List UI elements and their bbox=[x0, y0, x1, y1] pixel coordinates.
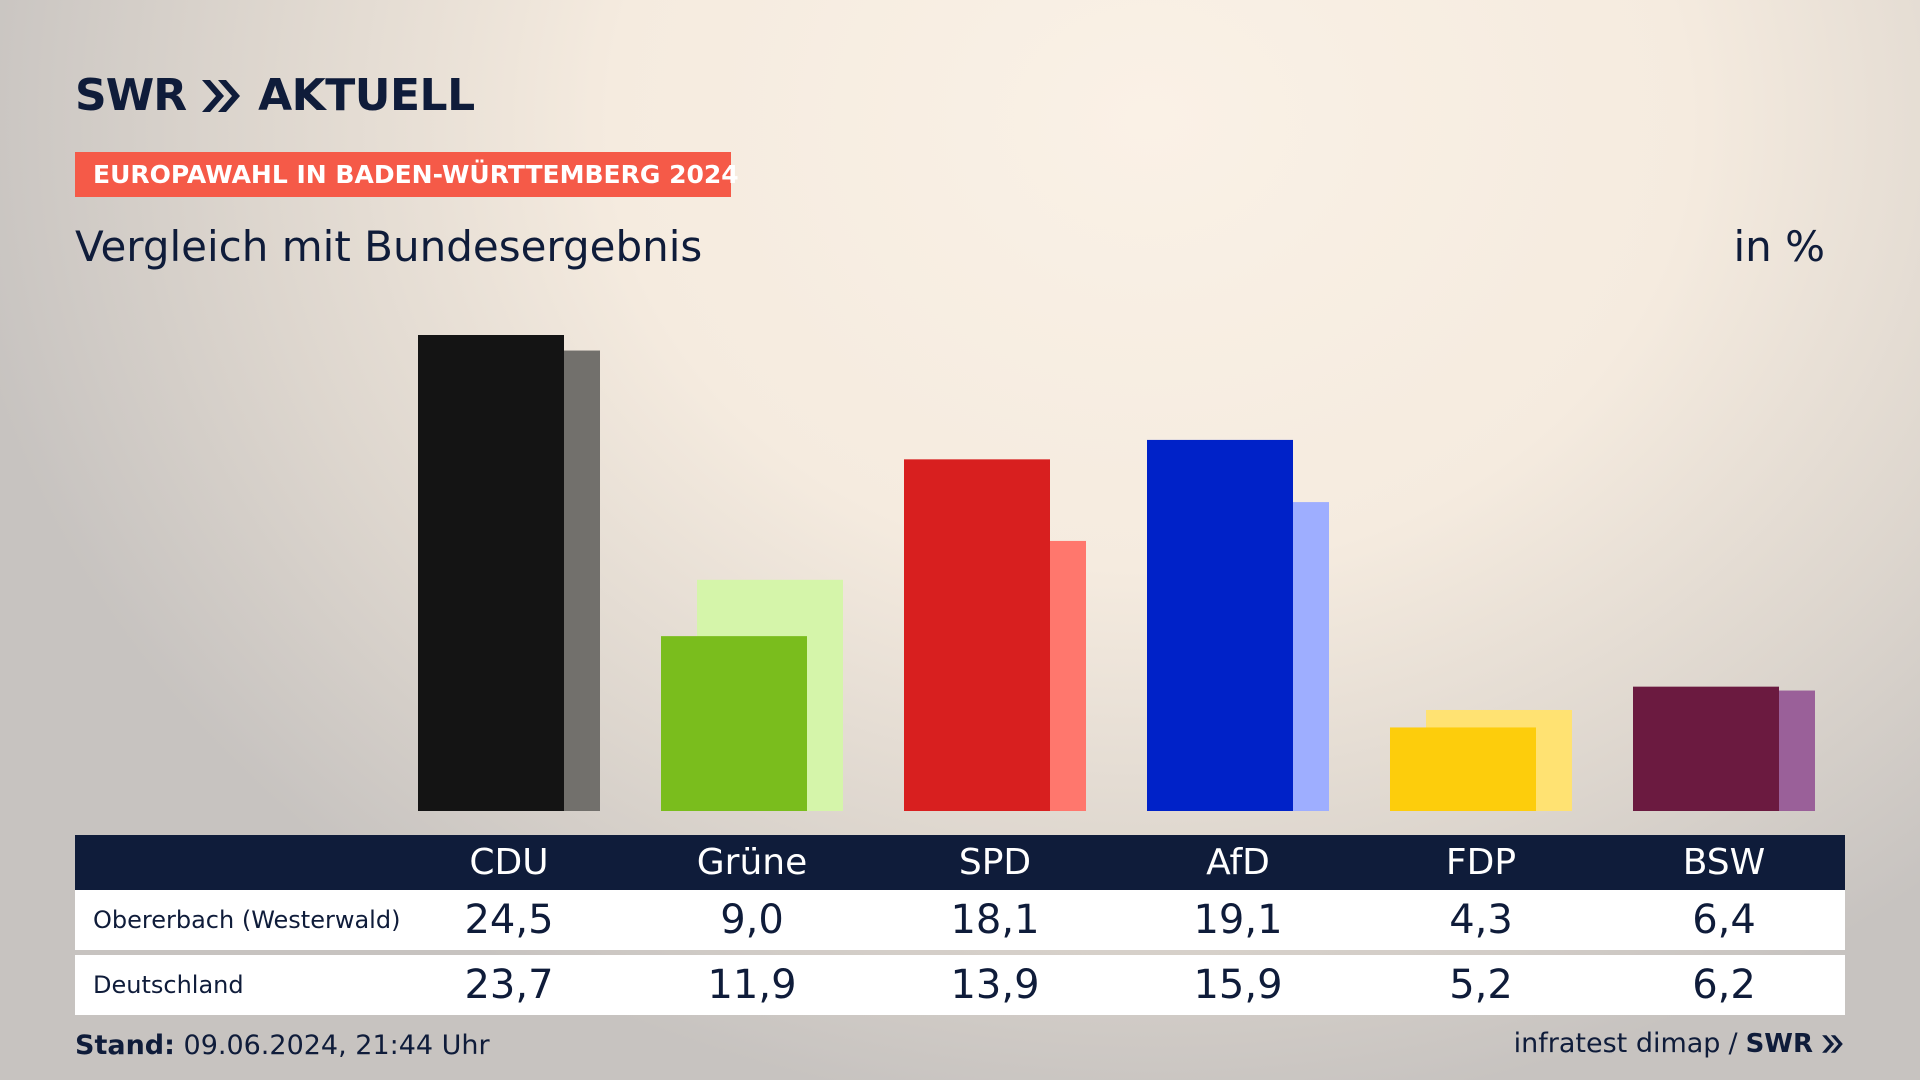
source-credit: infratest dimap / SWR bbox=[1514, 1028, 1845, 1059]
bar-obererbach-gruene bbox=[661, 636, 807, 811]
value-obererbach-gruene: 9,0 bbox=[720, 897, 784, 943]
value-obererbach-spd: 18,1 bbox=[950, 897, 1040, 943]
source-separator: / bbox=[1728, 1028, 1738, 1059]
value-deutschland-bsw: 6,2 bbox=[1692, 962, 1756, 1008]
chart-subtitle: Vergleich mit Bundesergebnis bbox=[75, 222, 703, 271]
table-row-obererbach: Obererbach (Westerwald) 24,5 9,0 18,1 19,1 4… bbox=[75, 890, 1845, 950]
stand-value: 09.06.2024, 21:44 Uhr bbox=[183, 1030, 490, 1061]
party-header-gruene: Grüne bbox=[696, 842, 808, 883]
table-row-deutschland: Deutschland 23,7 11,9 13,9 15,9 5,2 6,2 bbox=[75, 955, 1845, 1015]
stand-label: Stand: bbox=[75, 1030, 175, 1061]
party-header-spd: SPD bbox=[958, 842, 1032, 883]
value-obererbach-cdu: 24,5 bbox=[464, 897, 554, 943]
unit-label: in % bbox=[1733, 222, 1825, 271]
value-deutschland-gruene: 11,9 bbox=[707, 962, 797, 1008]
logo-aktuell-text: AKTUELL bbox=[258, 70, 475, 121]
table-header-row: CDU Grüne SPD AfD FDP BSW bbox=[75, 835, 1845, 890]
results-table: CDU Grüne SPD AfD FDP BSW Obererbach (Westerw… bbox=[75, 835, 1845, 1015]
bar-chart bbox=[418, 335, 1815, 811]
bar-obererbach-bsw bbox=[1633, 686, 1779, 811]
footer-chevron-icon bbox=[1822, 1034, 1843, 1053]
election-banner: EUROPAWAHL IN BADEN-WÜRTTEMBERG 2024 bbox=[75, 152, 739, 197]
swr-aktuell-logo: SWR AKTUELL bbox=[75, 70, 475, 121]
logo-swr-text: SWR bbox=[75, 70, 187, 121]
footer-swr-text: SWR bbox=[1745, 1028, 1813, 1059]
row-label-deutschland: Deutschland bbox=[93, 971, 244, 999]
value-deutschland-spd: 13,9 bbox=[950, 962, 1040, 1008]
source-text: infratest dimap bbox=[1513, 1028, 1721, 1059]
party-header-afd: AfD bbox=[1206, 842, 1270, 883]
row-label-obererbach: Obererbach (Westerwald) bbox=[93, 906, 401, 934]
bar-obererbach-fdp bbox=[1390, 727, 1536, 811]
party-header-bsw: BSW bbox=[1682, 842, 1766, 883]
value-obererbach-bsw: 6,4 bbox=[1692, 897, 1756, 943]
party-header-cdu: CDU bbox=[469, 842, 549, 883]
bar-obererbach-spd bbox=[904, 459, 1050, 811]
timestamp: Stand: 09.06.2024, 21:44 Uhr bbox=[75, 1030, 490, 1061]
value-obererbach-fdp: 4,3 bbox=[1449, 897, 1513, 943]
value-deutschland-cdu: 23,7 bbox=[464, 962, 554, 1008]
bar-obererbach-afd bbox=[1147, 439, 1293, 811]
party-header-fdp: FDP bbox=[1445, 842, 1517, 883]
value-deutschland-fdp: 5,2 bbox=[1449, 962, 1513, 1008]
value-deutschland-afd: 15,9 bbox=[1193, 962, 1283, 1008]
value-obererbach-afd: 19,1 bbox=[1193, 897, 1283, 943]
bar-obererbach-cdu bbox=[418, 335, 564, 811]
double-chevron-icon bbox=[202, 79, 241, 112]
